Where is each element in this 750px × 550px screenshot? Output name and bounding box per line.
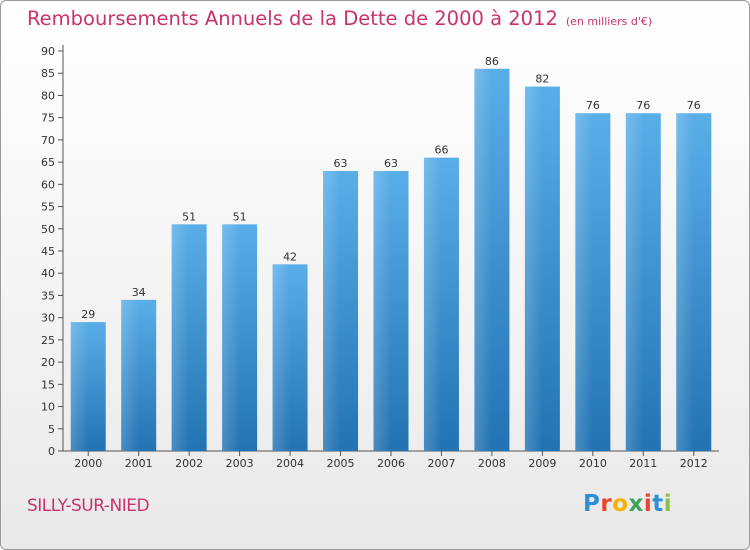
value-label-2003: 51 (233, 210, 247, 223)
bar-highlight (575, 113, 593, 451)
x-tick-label: 2001 (125, 457, 153, 470)
chart-subtitle: (en milliers d'€) (565, 15, 653, 28)
bar-highlight (373, 171, 391, 451)
bar-highlight (70, 322, 89, 451)
proxiti-logo: Proxiti (583, 491, 672, 517)
x-tick-label: 2012 (680, 457, 708, 470)
y-tick-label: 40 (41, 267, 55, 280)
x-tick-label: 2008 (478, 457, 506, 470)
bar-highlight (222, 224, 240, 451)
value-label-2006: 63 (384, 157, 398, 170)
x-tick-label: 2003 (226, 457, 254, 470)
y-tick-label: 15 (41, 378, 55, 391)
bar-highlight (272, 264, 291, 451)
y-tick-label: 45 (41, 245, 55, 258)
y-tick-label: 65 (41, 156, 55, 169)
x-tick-label: 2007 (427, 457, 455, 470)
bar-highlight (121, 299, 139, 451)
y-tick-label: 10 (41, 401, 55, 414)
y-tick-label: 80 (41, 89, 55, 102)
logo-letter: i (663, 491, 673, 517)
x-tick-label: 2010 (579, 457, 607, 470)
bar-highlight (171, 224, 190, 451)
y-tick-label: 20 (41, 356, 55, 369)
value-labels-group: 29 34 51 51 42 63 63 66 86 82 76 76 76 (81, 55, 701, 321)
y-tick-label: 30 (41, 312, 55, 325)
y-tick-label: 85 (41, 67, 55, 80)
bars-group (70, 68, 712, 452)
y-tick-label: 0 (48, 445, 55, 458)
bar-highlight (676, 113, 694, 451)
y-tick-label: 70 (41, 134, 55, 147)
y-tick-label: 90 (41, 45, 55, 58)
bar-highlight (323, 171, 341, 451)
value-label-2004: 42 (283, 250, 297, 263)
y-tick-label: 55 (41, 201, 55, 214)
logo-letter: r (600, 491, 613, 517)
value-label-2009: 82 (535, 73, 549, 86)
commune-name: SILLY-SUR-NIED (27, 496, 150, 516)
bar-highlight (524, 86, 543, 452)
logo-letter: t (652, 491, 664, 517)
y-tick-label: 5 (48, 423, 55, 436)
y-tick-label: 25 (41, 334, 55, 347)
value-label-2007: 66 (434, 144, 448, 157)
value-label-2001: 34 (132, 286, 146, 299)
x-tick-label: 2004 (276, 457, 304, 470)
y-tick-label: 35 (41, 289, 55, 302)
value-label-2010: 76 (586, 99, 600, 112)
bar-highlight (625, 113, 644, 451)
y-tick-label: 50 (41, 223, 55, 236)
y-tick-label: 75 (41, 112, 55, 125)
x-tick-label: 2005 (327, 457, 355, 470)
x-tick-label: 2009 (528, 457, 556, 470)
x-tick-label: 2000 (74, 457, 102, 470)
y-axis: 0 5 10 15 20 25 30 35 40 45 50 55 60 65 70 75 80 85 90 (41, 45, 64, 458)
bar-highlight (423, 157, 442, 451)
logo-letter: o (612, 491, 629, 517)
value-label-2000: 29 (81, 308, 95, 321)
value-label-2002: 51 (182, 210, 196, 223)
x-tick-label: 2011 (629, 457, 657, 470)
logo-letter: i (643, 491, 653, 517)
value-label-2012: 76 (687, 99, 701, 112)
chart-title-text: Remboursements Annuels de la Dette de 20… (27, 7, 558, 30)
x-tick-label: 2006 (377, 457, 405, 470)
value-label-2008: 86 (485, 55, 499, 68)
x-axis: 2000 2001 2002 2003 2004 2005 2006 2007 2008 2009… (63, 450, 719, 470)
logo-letter: P (583, 491, 601, 517)
bar-highlight (474, 68, 492, 452)
x-tick-label: 2002 (175, 457, 203, 470)
value-label-2005: 63 (334, 157, 348, 170)
chart-title: Remboursements Annuels de la Dette de 20… (27, 7, 652, 30)
logo-letter: x (628, 491, 644, 517)
y-tick-label: 60 (41, 178, 55, 191)
value-label-2011: 76 (636, 99, 650, 112)
